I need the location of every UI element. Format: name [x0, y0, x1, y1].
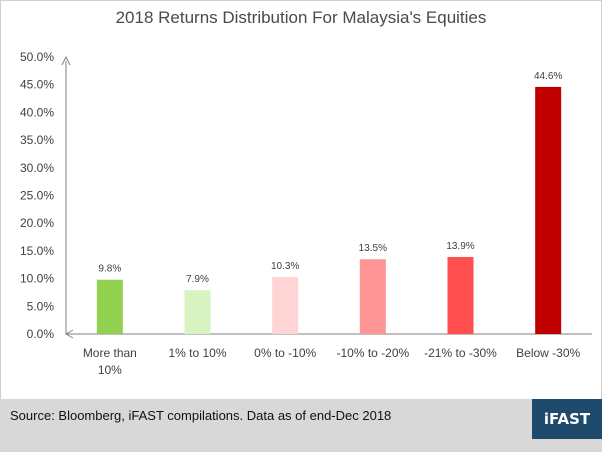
data-label: 44.6% — [534, 71, 562, 82]
bar — [447, 256, 474, 334]
y-tick-label: 40.0% — [20, 105, 54, 119]
bar — [535, 86, 562, 334]
ifast-logo: iFAST — [532, 399, 602, 439]
x-axis-arrow — [64, 329, 74, 339]
y-axis-arrow — [61, 55, 71, 66]
y-tick-label: 10.0% — [20, 272, 54, 286]
x-tick-label: -10% to -20% — [336, 346, 409, 360]
source-footer: Source: Bloomberg, iFAST compilations. D… — [0, 399, 602, 452]
y-tick-label: 25.0% — [20, 189, 54, 203]
chart-title: 2018 Returns Distribution For Malaysia's… — [115, 8, 487, 27]
y-tick-label: 20.0% — [20, 216, 54, 230]
x-tick-label: More than — [83, 346, 137, 360]
bar — [96, 279, 123, 334]
bar — [272, 276, 299, 334]
y-tick-label: 45.0% — [20, 78, 54, 92]
bar — [184, 290, 211, 334]
bar-chart: 0.0% 5.0% 10.0% 15.0% 20.0% 25.0% 30.0% 35.0% 40… — [20, 50, 592, 377]
x-tick-label: Below -30% — [516, 346, 580, 360]
bar — [359, 259, 386, 334]
y-tick-label: 5.0% — [27, 299, 55, 313]
data-label: 13.9% — [446, 241, 474, 252]
x-tick-label: -21% to -30% — [424, 346, 497, 360]
data-label: 9.8% — [98, 264, 121, 275]
y-tick-label: 15.0% — [20, 244, 54, 258]
data-label: 10.3% — [271, 261, 299, 272]
y-tick-label: 0.0% — [27, 327, 55, 341]
x-tick-label: 10% — [98, 363, 122, 377]
x-tick-label: 1% to 10% — [168, 346, 226, 360]
y-tick-label: 30.0% — [20, 161, 54, 175]
source-note: Source: Bloomberg, iFAST compilations. D… — [10, 408, 392, 423]
y-tick-label: 50.0% — [20, 50, 54, 64]
data-label: 13.5% — [359, 243, 387, 254]
data-label: 7.9% — [186, 274, 209, 285]
y-tick-label: 35.0% — [20, 133, 54, 147]
x-tick-label: 0% to -10% — [254, 346, 316, 360]
